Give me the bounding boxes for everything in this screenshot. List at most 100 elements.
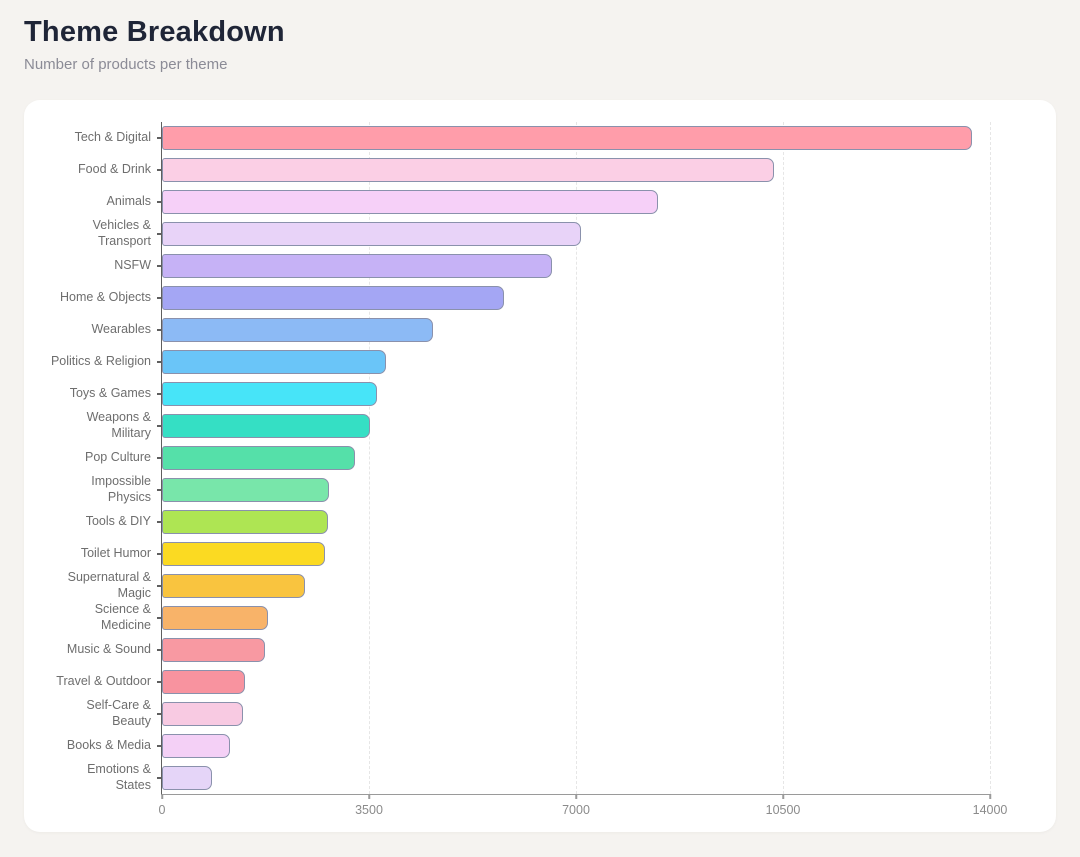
bar[interactable] (162, 254, 552, 278)
x-tick-mark (989, 794, 991, 799)
bar-row: Food & Drink (78, 154, 990, 186)
bar-row: Supernatural & Magic (68, 570, 990, 602)
grid-line (990, 122, 991, 794)
x-tick-mark (161, 794, 163, 799)
category-label: Toilet Humor (80, 546, 151, 561)
bar-row: Weapons & Military (87, 410, 990, 442)
y-tick-mark (157, 553, 162, 555)
bar-row: Home & Objects (60, 282, 990, 314)
y-tick-mark (157, 393, 162, 395)
bar-row: Toys & Games (70, 378, 990, 410)
bar[interactable] (162, 574, 306, 598)
category-label: Tools & DIY (85, 514, 151, 529)
category-label: Weapons & Military (86, 410, 151, 440)
bar-row: Pop Culture (85, 442, 990, 474)
y-tick-mark (157, 297, 162, 299)
chart-header: Theme Breakdown Number of products per t… (24, 16, 285, 73)
y-tick-mark (157, 777, 162, 779)
bar[interactable] (162, 638, 265, 662)
y-tick-mark (157, 681, 162, 683)
bar-row: Politics & Religion (51, 346, 990, 378)
category-label: Home & Objects (59, 290, 151, 305)
category-label: Pop Culture (84, 450, 151, 465)
y-tick-mark (157, 425, 162, 427)
bar[interactable] (162, 222, 581, 246)
category-label: Tech & Digital (74, 130, 151, 145)
bar[interactable] (162, 606, 268, 630)
page-subtitle: Number of products per theme (24, 56, 228, 73)
page-title: Theme Breakdown (24, 16, 285, 48)
category-label: Vehicles & Transport (92, 218, 151, 248)
bar-row: Music & Sound (67, 634, 990, 666)
y-tick-mark (157, 745, 162, 747)
x-tick-label: 7000 (562, 803, 590, 817)
y-tick-mark (157, 329, 162, 331)
grid-line (369, 122, 370, 794)
bar[interactable] (162, 382, 377, 406)
y-tick-mark (157, 361, 162, 363)
y-tick-mark (157, 521, 162, 523)
bar[interactable] (162, 542, 325, 566)
bar-row: Impossible Physics (91, 474, 990, 506)
category-label: Books & Media (66, 738, 151, 753)
bar[interactable] (162, 510, 328, 534)
plot-area: Tech & Digital Food & Drink Animals Vehicle… (51, 122, 1007, 817)
y-tick-mark (157, 265, 162, 267)
bar[interactable] (162, 158, 775, 182)
grid-line (783, 122, 784, 794)
bar[interactable] (162, 478, 329, 502)
bar-row: Science & Medicine (95, 602, 990, 634)
bar[interactable] (162, 286, 504, 310)
category-label: Self-Care & Beauty (86, 698, 151, 728)
y-tick-mark (157, 169, 162, 171)
bar[interactable] (162, 446, 355, 470)
category-label: Travel & Outdoor (56, 674, 151, 689)
category-label: Politics & Religion (50, 354, 151, 369)
bar-row: NSFW (114, 250, 990, 282)
bar-row: Wearables (91, 314, 990, 346)
x-tick-mark (575, 794, 577, 799)
x-tick-label: 14000 (972, 803, 1008, 817)
bar[interactable] (162, 318, 433, 342)
bar[interactable] (162, 126, 973, 150)
bar-row: Emotions & States (87, 762, 990, 794)
category-label: Impossible Physics (91, 474, 151, 504)
bar-row: Books & Media (67, 730, 990, 762)
grid-line (576, 122, 577, 794)
x-tick-label: 3500 (355, 803, 383, 817)
x-tick-label: 0 (158, 803, 166, 817)
category-label: Wearables (91, 322, 151, 337)
bar-row: Travel & Outdoor (56, 666, 990, 698)
bar-row: Self-Care & Beauty (86, 698, 990, 730)
y-tick-mark (157, 233, 162, 235)
bars-container: Tech & Digital Food & Drink Animals Vehicle… (51, 122, 990, 794)
category-label: Toys & Games (69, 386, 151, 401)
bar[interactable] (162, 350, 386, 374)
bar[interactable] (162, 702, 244, 726)
y-tick-mark (157, 489, 162, 491)
category-label: NSFW (114, 258, 151, 273)
bar-row: Animals (107, 186, 990, 218)
bar[interactable] (162, 670, 245, 694)
category-label: Music & Sound (66, 642, 151, 657)
x-tick-mark (368, 794, 370, 799)
bar[interactable] (162, 190, 658, 214)
chart-card: Tech & Digital Food & Drink Animals Vehicle… (24, 100, 1056, 832)
category-label: Science & Medicine (94, 602, 151, 632)
bar-row: Vehicles & Transport (93, 218, 990, 250)
category-label: Emotions & States (87, 762, 151, 792)
category-label: Supernatural & Magic (67, 570, 151, 600)
y-tick-mark (157, 617, 162, 619)
bar[interactable] (162, 734, 230, 758)
y-tick-mark (157, 585, 162, 587)
y-tick-mark (157, 457, 162, 459)
bar-row: Toilet Humor (81, 538, 990, 570)
x-tick-label: 10500 (765, 803, 801, 817)
y-tick-mark (157, 713, 162, 715)
bar-row: Tech & Digital (75, 122, 990, 154)
bar[interactable] (162, 766, 212, 790)
x-tick-mark (782, 794, 784, 799)
bar[interactable] (162, 414, 370, 438)
bar-row: Tools & DIY (86, 506, 990, 538)
